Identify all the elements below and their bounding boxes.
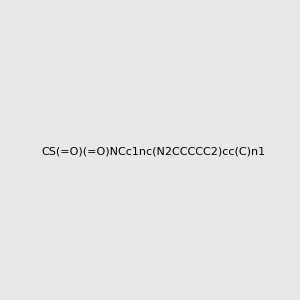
Text: CS(=O)(=O)NCc1nc(N2CCCCC2)cc(C)n1: CS(=O)(=O)NCc1nc(N2CCCCC2)cc(C)n1 [42, 146, 266, 157]
